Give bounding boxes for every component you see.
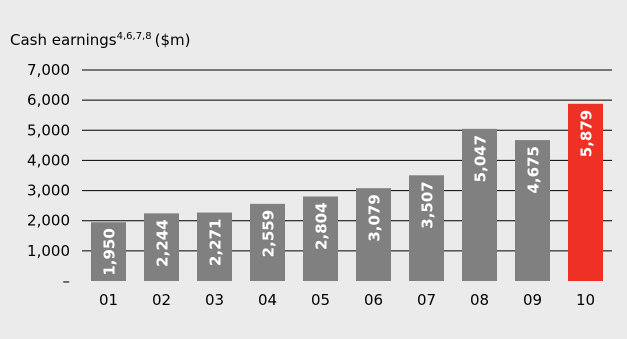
bar-value-label: 5,879 [578,110,596,157]
bar [515,140,550,281]
x-tick-label: 04 [258,291,277,309]
x-tick-label: 10 [576,291,595,309]
chart-title-superscript: 4,6,7,8 [117,31,152,42]
y-tick-label: 7,000 [27,61,70,79]
bar-value-label: 3,507 [419,181,437,228]
bar-value-label: 4,675 [525,146,543,193]
bar [91,222,126,281]
y-tick-label: – [63,272,71,290]
bar-value-label: 5,047 [472,135,490,182]
bar [568,103,603,281]
bar-value-label: 2,271 [207,219,225,266]
bar [197,212,232,281]
y-tick-label: 1,000 [27,242,70,260]
bar-value-label: 2,244 [154,219,172,266]
y-axis-ticks: – 1,000 2,000 3,000 4,000 5,000 6,000 7,000 [27,61,70,290]
bar-value-label: 2,559 [260,210,278,257]
x-tick-label: 01 [99,291,118,309]
bar [250,203,285,281]
x-tick-label: 08 [470,291,489,309]
y-tick-label: 6,000 [27,91,70,109]
x-tick-label: 03 [205,291,224,309]
x-axis-ticks: 01 02 03 04 05 06 07 08 09 10 [99,291,595,309]
bar [303,196,338,281]
x-tick-label: 06 [364,291,383,309]
y-tick-label: 4,000 [27,151,70,169]
bars: 1,950 2,244 2,271 2,559 2,804 3,079 3,507 5,047… [91,103,603,281]
chart-title: Cash earnings4,6,7,8 ($m) [10,31,190,49]
bar [144,213,179,281]
bar-value-label: 1,950 [101,228,119,275]
x-tick-label: 02 [152,291,171,309]
chart-title-unit: ($m) [155,31,191,49]
y-tick-label: 2,000 [27,212,70,230]
bar-value-label: 3,079 [366,194,384,241]
x-tick-label: 09 [523,291,542,309]
y-tick-label: 3,000 [27,182,70,200]
bar [356,188,391,281]
chart-title-main: Cash earnings [10,31,117,49]
bar-value-label: 2,804 [313,202,331,249]
x-tick-label: 07 [417,291,436,309]
bar [462,128,497,281]
x-tick-label: 05 [311,291,330,309]
bar [409,175,444,281]
y-tick-label: 5,000 [27,121,70,139]
